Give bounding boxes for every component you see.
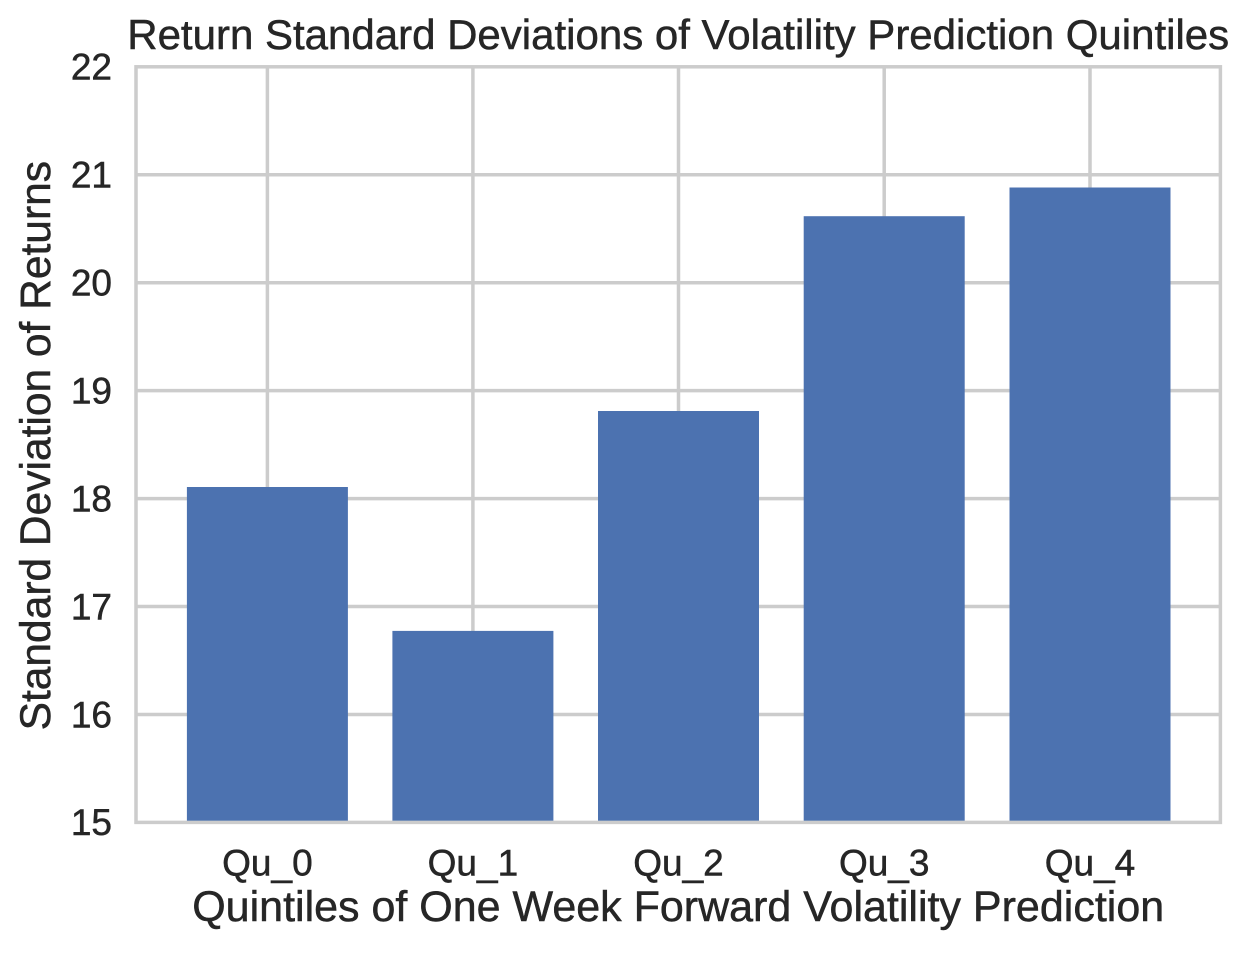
svg-text:21: 21: [71, 155, 112, 196]
svg-text:Return Standard Deviations of: Return Standard Deviations of Volatility…: [127, 11, 1229, 58]
svg-text:17: 17: [71, 586, 112, 627]
svg-text:Qu_4: Qu_4: [1045, 843, 1136, 884]
svg-text:16: 16: [71, 694, 112, 735]
svg-text:Quintiles of One Week Forward: Quintiles of One Week Forward Volatility…: [192, 883, 1164, 931]
svg-text:15: 15: [71, 802, 112, 843]
svg-text:22: 22: [71, 47, 112, 88]
svg-text:18: 18: [71, 478, 112, 519]
svg-text:Standard Deviation of Returns: Standard Deviation of Returns: [13, 161, 60, 730]
svg-text:Qu_3: Qu_3: [839, 843, 930, 884]
svg-text:20: 20: [71, 263, 112, 304]
svg-text:Qu_2: Qu_2: [633, 843, 724, 884]
svg-text:19: 19: [71, 370, 112, 411]
svg-text:Qu_0: Qu_0: [222, 843, 313, 884]
svg-text:Qu_1: Qu_1: [428, 843, 519, 884]
